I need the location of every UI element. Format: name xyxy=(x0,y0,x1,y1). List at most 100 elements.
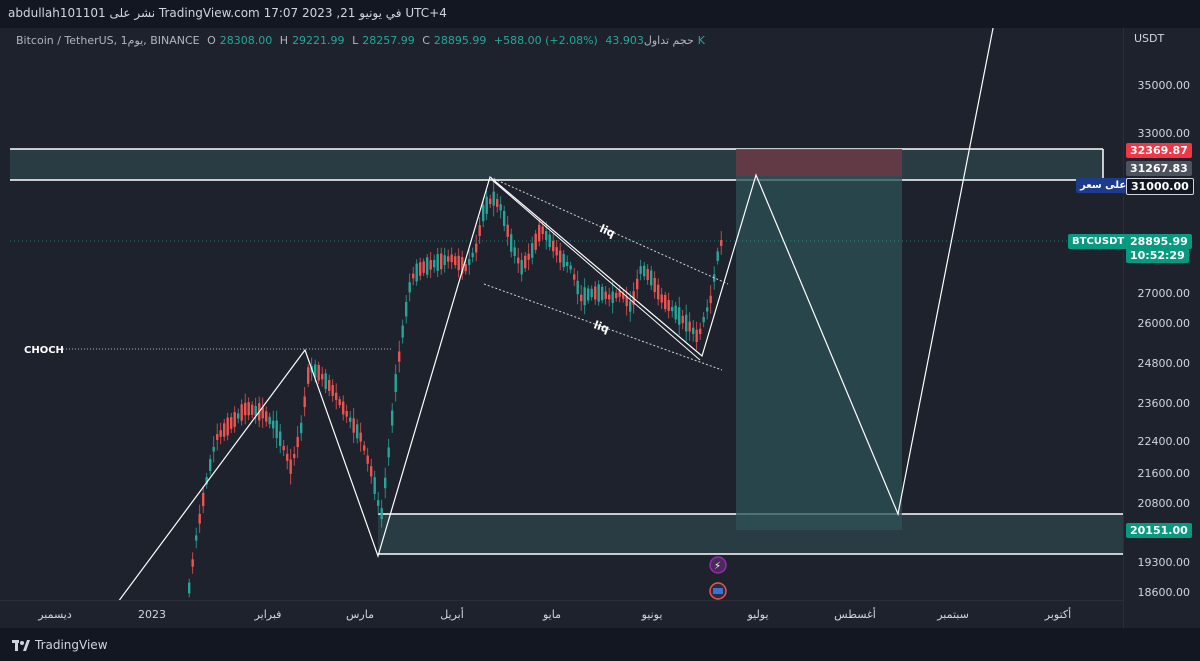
candle-body xyxy=(653,277,656,293)
level-31000-tag: 31000.00 xyxy=(1126,178,1194,195)
last-price-tag: 28895.99 xyxy=(1126,234,1192,249)
candle-body xyxy=(692,327,695,335)
countdown-tag: 10:52:29 xyxy=(1126,248,1189,263)
candle-body xyxy=(345,411,348,417)
candle-body xyxy=(226,417,229,436)
candle-body xyxy=(643,265,646,277)
candle-body xyxy=(352,418,355,433)
candle-body xyxy=(454,256,457,265)
price-tick-label: 35000.00 xyxy=(1137,79,1191,92)
candle-body xyxy=(419,262,422,276)
candle-body xyxy=(443,255,446,266)
candle-body xyxy=(618,290,621,297)
price-unit: USDT xyxy=(1134,32,1165,45)
legend-high: 29221.99 xyxy=(292,34,345,47)
channel-mid-line xyxy=(491,179,701,361)
time-tick-label: 2023 xyxy=(138,608,166,621)
time-tick-label: يونيو xyxy=(641,608,663,621)
candle-body xyxy=(541,226,544,234)
candle-body xyxy=(492,191,495,206)
candle-body xyxy=(366,455,369,464)
price-tick-label: 18600.00 xyxy=(1137,586,1191,599)
candle-body xyxy=(538,224,541,242)
candle-body xyxy=(188,582,191,594)
legend-close: 28895.99 xyxy=(433,34,487,47)
price-tick-label: 19300.00 xyxy=(1137,556,1191,569)
candle-body xyxy=(251,404,254,415)
candle-body xyxy=(244,402,247,416)
candle-body xyxy=(678,307,681,325)
candle-body xyxy=(667,300,670,311)
candle-body xyxy=(265,411,268,422)
price-tick-label: 27000.00 xyxy=(1137,287,1191,300)
candle-body xyxy=(405,301,408,317)
candle-body xyxy=(699,328,702,334)
high-level-tag: 31267.83 xyxy=(1126,161,1192,176)
price-tick-label: 20800.00 xyxy=(1137,497,1191,510)
candle-body xyxy=(293,453,296,459)
price-tick-label: 24800.00 xyxy=(1137,357,1191,370)
target-price-tag: 20151.00 xyxy=(1126,523,1192,538)
candle-body xyxy=(254,405,257,416)
chart-area[interactable]: CHOCH liq liq ⚡ Bitcoin / TetherUS, يوم1… xyxy=(0,28,1123,628)
bottom-bar xyxy=(0,628,1200,661)
candle-body xyxy=(457,255,460,271)
candle-body xyxy=(282,445,285,451)
candle-body xyxy=(499,204,502,211)
candle-body xyxy=(594,286,597,300)
candle-body xyxy=(429,260,432,270)
candle-body xyxy=(307,367,310,384)
candle-body xyxy=(671,306,674,312)
candle-body xyxy=(212,446,215,452)
candle-body xyxy=(639,266,642,274)
tradingview-logo[interactable]: TradingView xyxy=(12,638,108,652)
candle-body xyxy=(370,466,373,477)
candle-body xyxy=(261,407,264,419)
legend-volume: 43.903K xyxy=(605,34,705,47)
candle-body xyxy=(597,284,600,302)
candle-body xyxy=(517,257,520,264)
candle-body xyxy=(275,420,278,439)
tradingview-logo-icon xyxy=(12,639,30,651)
time-tick-label: سبتمبر xyxy=(937,608,969,621)
candle-body xyxy=(314,364,317,378)
candle-body xyxy=(303,396,306,408)
candle-body xyxy=(377,500,380,506)
candle-body xyxy=(566,261,569,267)
price-axis[interactable]: USDT xyxy=(1123,28,1200,661)
candle-body xyxy=(552,240,555,252)
candle-body xyxy=(317,364,320,381)
stop-loss-zone xyxy=(736,149,902,176)
price-tick-label: 33000.00 xyxy=(1137,127,1191,140)
candle-body xyxy=(681,315,684,324)
candle-body xyxy=(384,477,387,489)
candle-body xyxy=(583,287,586,306)
time-tick-label: مايو xyxy=(543,608,561,621)
supply-zone xyxy=(10,149,1103,180)
time-axis[interactable] xyxy=(0,600,1123,629)
candle-body xyxy=(191,559,194,567)
candle-body xyxy=(527,253,530,260)
candle-body xyxy=(534,233,537,250)
candle-body xyxy=(604,291,607,299)
candle-body xyxy=(279,431,282,446)
candle-body xyxy=(664,294,667,310)
candle-body xyxy=(219,430,222,437)
time-tick-label: فبراير xyxy=(254,608,282,621)
candle-body xyxy=(286,453,289,461)
candle-body xyxy=(706,307,709,312)
candle-body xyxy=(415,263,418,282)
candle-body xyxy=(478,225,481,236)
candle-body xyxy=(412,273,415,279)
candle-body xyxy=(331,385,334,396)
zigzag-path xyxy=(118,28,994,600)
candle-body xyxy=(513,247,516,257)
candle-body xyxy=(520,260,523,275)
legend-change: +588.00 (+2.08%) xyxy=(493,34,598,47)
candle-body xyxy=(338,399,341,406)
symbol-tag: BTCUSDT xyxy=(1068,234,1129,249)
chart-canvas[interactable]: CHOCH liq liq ⚡ xyxy=(0,28,1123,600)
candle-body xyxy=(636,278,639,290)
candle-body xyxy=(562,253,565,268)
candle-body xyxy=(468,259,471,265)
